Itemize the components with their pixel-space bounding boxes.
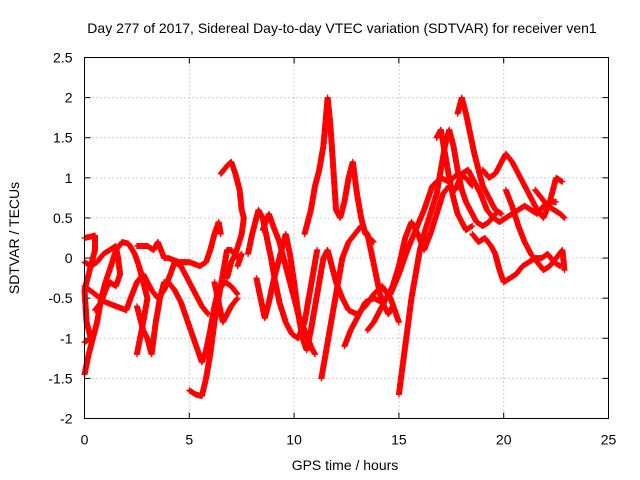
chart-title: Day 277 of 2017, Sidereal Day-to-day VTE… [87,20,597,36]
series-arc-8 [217,158,247,282]
x-tick-label: 0 [81,432,89,448]
data-point [234,263,241,270]
grid [84,57,609,419]
x-tick-label: 5 [185,432,193,448]
y-tick-label: 2 [65,90,73,106]
x-tick-label: 10 [286,432,302,448]
y-tick-label: -2 [60,411,73,427]
x-tick-label: 25 [601,432,617,448]
x-tick-label: 20 [496,432,512,448]
plot-area [81,94,568,399]
y-tick-label: 1.5 [53,130,73,146]
y-tick-label: 0.5 [53,210,73,226]
y-tick-label: 1 [65,170,73,186]
y-tick-label: 2.5 [53,50,73,66]
y-tick-label: -1 [60,330,73,346]
y-tick-label: -1.5 [48,370,72,386]
y-tick-label: 0 [65,250,73,266]
series-arc-20 [469,231,564,286]
y-tick-label: -0.5 [48,290,72,306]
x-tick-label: 15 [391,432,407,448]
series-arc-7 [186,247,245,399]
series-arc-13 [301,94,377,245]
data-point [217,231,224,237]
series-arc-5 [133,219,224,270]
data-point [133,351,140,358]
